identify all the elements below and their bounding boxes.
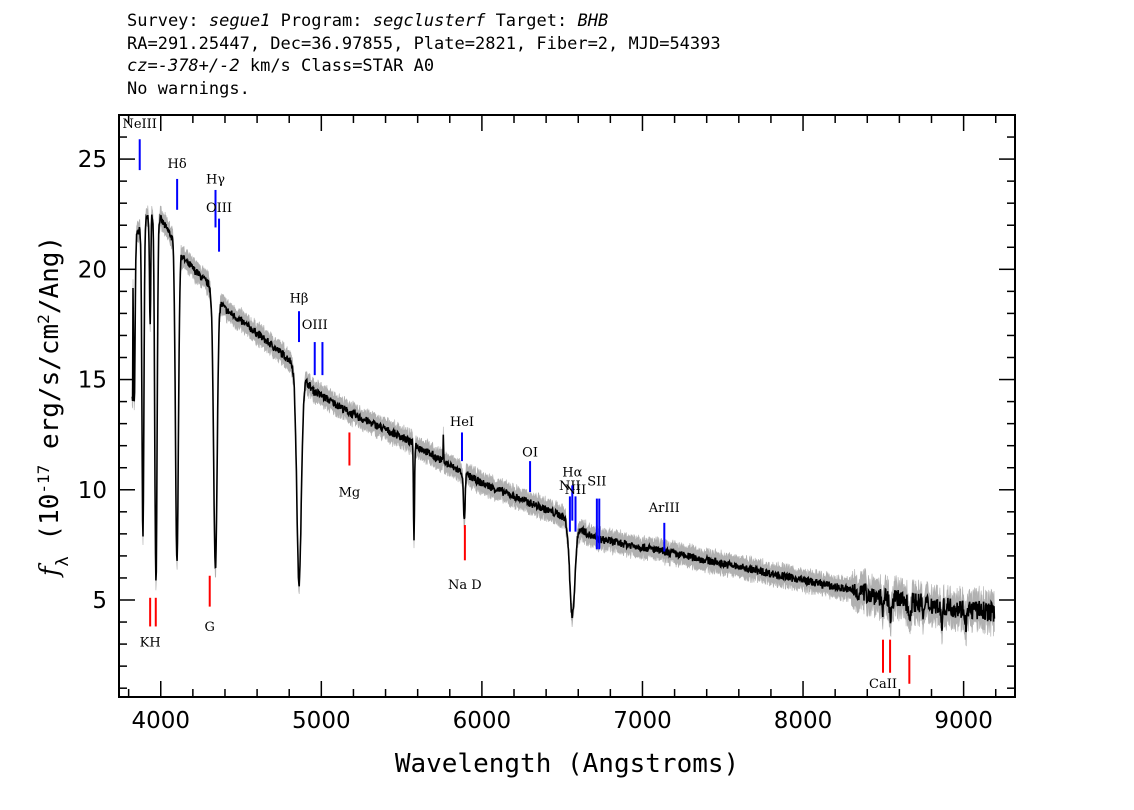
target-label: Target: — [495, 11, 568, 31]
y-axis-title-part: -17 — [34, 465, 53, 494]
target-value: BHB — [577, 11, 609, 31]
absorption-line-label: Na D — [448, 578, 482, 593]
spectrum-line — [131, 213, 996, 633]
survey-label: Survey: — [127, 11, 199, 31]
y-tick-label: 10 — [78, 478, 107, 504]
x-tick-label: 6000 — [453, 708, 512, 734]
emission-line-label: OIII — [206, 201, 232, 216]
y-tick-label: 20 — [78, 257, 107, 283]
x-tick-label: 5000 — [292, 708, 351, 734]
x-tick-label: 4000 — [131, 708, 190, 734]
emission-line-label: Hβ — [290, 291, 309, 306]
x-axis-title: Wavelength (Angstroms) — [395, 749, 739, 779]
emission-line-label: NII — [559, 479, 581, 494]
spectrum-series — [131, 213, 996, 633]
absorption-line-label: G — [205, 620, 215, 635]
x-tick-label: 7000 — [613, 708, 672, 734]
absorption-line-label: KH — [140, 635, 161, 650]
emission-line-label: OIII — [302, 318, 328, 333]
program-label: Program: — [280, 11, 363, 31]
error-band — [131, 205, 995, 647]
emission-line-label: NII — [565, 483, 587, 498]
emission-line-label: Hδ — [168, 157, 187, 172]
program-value: segclusterf — [372, 11, 486, 31]
emission-line-label: OI — [522, 446, 538, 461]
y-axis-title-part: /Ang) — [35, 236, 65, 314]
x-tick-label: 8000 — [774, 708, 833, 734]
plot-frame — [118, 114, 1016, 698]
emission-line-label: NeIII — [122, 117, 156, 132]
y-tick-label: 25 — [78, 147, 107, 173]
emission-line-label: SII — [587, 474, 606, 489]
emission-line-label: HeI — [450, 415, 474, 430]
header-line-3: cz=-378+/-2 km/s Class=STAR A0 — [127, 55, 721, 78]
emission-line-label: Hγ — [206, 172, 225, 187]
cz-value: -378+/-2 — [157, 56, 240, 76]
y-axis-title: fλ (10-17 erg/s/cm2/Ang) — [34, 236, 74, 578]
absorption-line-label: CaII — [869, 677, 897, 692]
spectrum-header: Survey: segue1 Program: segclusterf Targ… — [127, 10, 721, 100]
y-axis-title-part: λ — [53, 556, 73, 566]
header-line-1: Survey: segue1 Program: segclusterf Targ… — [127, 10, 721, 33]
cz-suffix: km/s Class=STAR A0 — [239, 56, 435, 76]
line-markers: NeIIIHδHγOIIIHβOIIIHeIOINIIHαNIISIIArIII… — [122, 117, 911, 692]
error-band-area — [131, 205, 995, 647]
absorption-line-label: Mg — [339, 485, 361, 500]
header-line-2: RA=291.25447, Dec=36.97855, Plate=2821, … — [127, 33, 721, 54]
x-tick-label: 9000 — [934, 708, 993, 734]
y-axis-title-part: (10 — [35, 494, 65, 557]
survey-value: segue1 — [208, 11, 271, 31]
cz-prefix: cz= — [127, 56, 158, 76]
header-line-4: No warnings. — [127, 78, 250, 99]
y-tick-label: 5 — [92, 588, 107, 614]
y-axis-title-part: 2 — [34, 314, 53, 324]
y-tick-label: 15 — [78, 368, 107, 394]
y-axis-title-part: erg/s/cm — [35, 324, 65, 465]
emission-line-label: ArIII — [648, 501, 680, 516]
axis-ticks: 4000 5000 6000 7000 8000 9000 5 10 15 20 25 — [78, 115, 1015, 734]
emission-line-label: Hα — [562, 466, 582, 481]
